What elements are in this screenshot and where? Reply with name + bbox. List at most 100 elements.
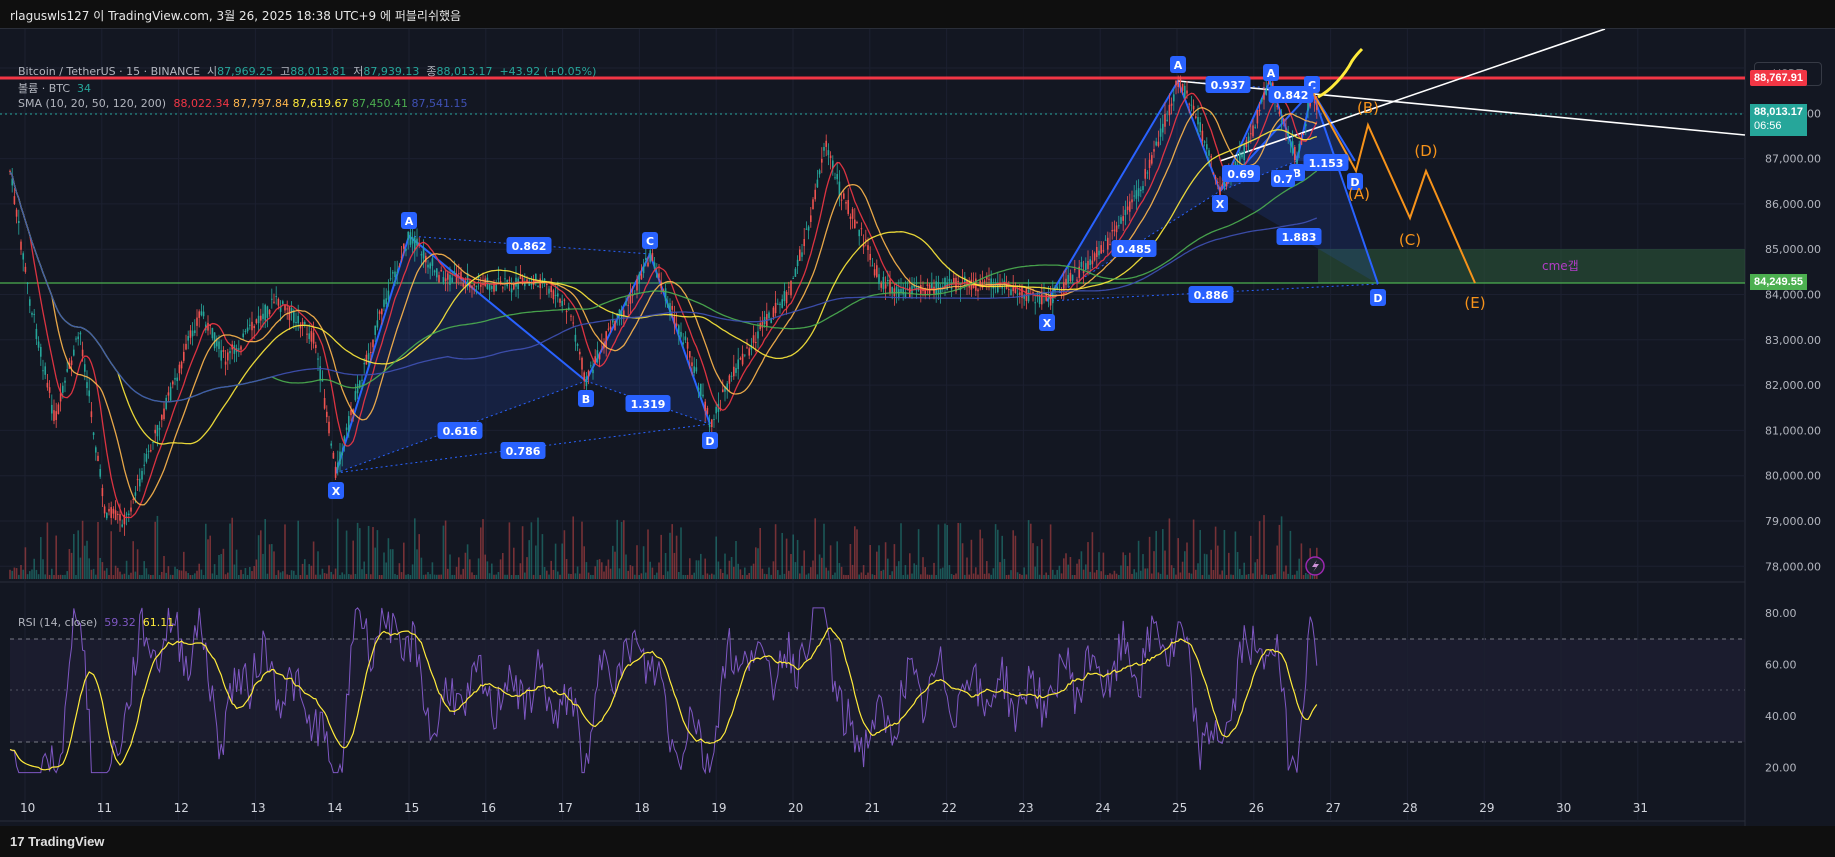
p2-ratio-2-text: 0.485	[1117, 243, 1152, 256]
time-axis-label: 18	[634, 801, 649, 815]
p3-ratio-3[interactable]	[1271, 170, 1295, 187]
price-axis-label: 86,000.00	[1765, 198, 1821, 211]
p3-ratio-1-text: 0.842	[1274, 89, 1309, 102]
p1-b-label-text: B	[582, 393, 590, 406]
p3-x-label[interactable]	[1212, 195, 1228, 212]
time-axis-label: 25	[1172, 801, 1187, 815]
chart-area[interactable]: 89,000.0088,000.0087,000.0086,000.0085,0…	[0, 28, 1835, 827]
p3-ratio-4[interactable]	[1303, 154, 1349, 171]
p1-ratio-xd-text: 0.786	[506, 445, 541, 458]
p2-a-label[interactable]	[1170, 56, 1186, 73]
p1-ratio-xb-text: 0.862	[512, 240, 547, 253]
symbol-title[interactable]: Bitcoin / TetherUS · 15 · BINANCE	[18, 65, 201, 78]
p2-a-label-text: A	[1174, 59, 1183, 72]
p3-ratio-2-text: 0.69	[1227, 168, 1254, 181]
p2-ratio-3[interactable]	[1276, 228, 1322, 245]
alert-lightning-icon[interactable]	[1305, 556, 1325, 576]
grid: 89,000.0088,000.0087,000.0086,000.0085,0…	[0, 29, 1821, 821]
current-price-value: 88,013.17	[1754, 106, 1803, 118]
time-axis-label: 27	[1326, 801, 1341, 815]
p3-a-label[interactable]	[1263, 64, 1279, 81]
p1-d-label-text: D	[705, 435, 714, 448]
p2-ratio-2[interactable]	[1111, 240, 1157, 257]
p2-ratio-1[interactable]	[1205, 76, 1251, 93]
sma-legend: SMA (10, 20, 50, 120, 200) 88,022.34 87,…	[18, 97, 467, 110]
tradingview-logo[interactable]: 17 TradingView	[10, 834, 104, 849]
p1-d-label[interactable]	[702, 432, 718, 449]
p3-d-label[interactable]	[1347, 173, 1363, 190]
cme-gap-zone[interactable]	[1318, 249, 1745, 283]
rsi-ma-value: 61.11	[142, 616, 175, 629]
symbol-legend: Bitcoin / TetherUS · 15 · BINANCE 시87,96…	[18, 63, 596, 79]
p1-a-label[interactable]	[401, 212, 417, 229]
time-axis-label: 10	[20, 801, 35, 815]
time-axis-label: 20	[788, 801, 803, 815]
p1-ratio-bd-text: 1.319	[631, 398, 666, 411]
wave-label: (C)	[1399, 231, 1421, 249]
p1-a-label-text: A	[405, 215, 414, 228]
time-axis-label: 29	[1479, 801, 1494, 815]
publish-info: rlaguswls127 이 TradingView.com, 3월 26, 2…	[10, 9, 462, 23]
wave-label: (E)	[1464, 294, 1485, 312]
time-axis-label: 28	[1402, 801, 1417, 815]
time-axis-label: 26	[1249, 801, 1264, 815]
wave-label: (A)	[1348, 185, 1370, 203]
resistance-price-tag: 88,767.91	[1750, 70, 1807, 86]
rising-trend-line[interactable]	[1219, 29, 1606, 162]
time-axis-label: 22	[942, 801, 957, 815]
candles	[9, 70, 1318, 536]
time-axis-label: 15	[404, 801, 419, 815]
wave-label: (D)	[1414, 142, 1437, 160]
p3-c-label-text: C	[1308, 79, 1316, 92]
p2-ratio-4[interactable]	[1188, 286, 1234, 303]
p1-ratio-xd[interactable]	[500, 442, 546, 459]
price-axis-label: 80,000.00	[1765, 470, 1821, 483]
time-axis-label: 21	[865, 801, 880, 815]
cme-gap-label: cme갭	[1542, 259, 1579, 273]
p1-ratio-ab[interactable]	[437, 422, 483, 439]
price-chart-canvas[interactable]: 89,000.0088,000.0087,000.0086,000.0085,0…	[0, 29, 1835, 827]
p3-d-label-text: D	[1350, 176, 1359, 189]
p1-c-label[interactable]	[642, 232, 658, 249]
footer-logo-text: TradingView	[28, 834, 105, 849]
p1-ratio-ab-text: 0.616	[443, 425, 478, 438]
low-value: 87,939.13	[363, 65, 420, 78]
p3-b-label-text: B	[1293, 167, 1301, 180]
rsi-label[interactable]: RSI (14, close)	[18, 616, 98, 629]
p1-x-label[interactable]	[328, 482, 344, 499]
elliott-wave-projection[interactable]	[1311, 90, 1476, 284]
p2-x-label-text: X	[1043, 317, 1052, 330]
sma-value-3: 87,619.67	[292, 97, 352, 110]
sma-value-1: 88,022.34	[173, 97, 234, 110]
pattern-labels: X A B C D 0.862 0.616 1.319 0.786 X A D 0.937 0.485 1.…	[328, 56, 1486, 499]
rsi-value: 59.32	[104, 616, 136, 629]
volume-label[interactable]: 볼륨 · BTC	[18, 82, 71, 95]
sma-value-4: 87,450.41	[352, 97, 412, 110]
rsi-axis-label: 60.00	[1765, 659, 1797, 672]
tv-logo-icon: 17	[10, 834, 29, 849]
p1-x-label-text: X	[332, 485, 341, 498]
close-value: 88,013.17	[436, 65, 493, 78]
p1-ratio-xb[interactable]	[506, 237, 552, 254]
sma-label[interactable]: SMA (10, 20, 50, 120, 200)	[18, 97, 167, 110]
moving-averages	[9, 92, 1318, 519]
current-price-tag: 88,013.17 06:56	[1750, 104, 1807, 136]
p1-ratio-bd[interactable]	[625, 395, 671, 412]
price-axis-label: 85,000.00	[1765, 243, 1821, 256]
rsi-axis-label: 80.00	[1765, 607, 1797, 620]
p3-ratio-1[interactable]	[1268, 86, 1314, 103]
time-axis-label: 24	[1095, 801, 1110, 815]
time-axis-label: 12	[174, 801, 189, 815]
p3-ratio-4-text: 1.153	[1309, 157, 1344, 170]
p2-x-label[interactable]	[1039, 314, 1055, 331]
p1-b-label[interactable]	[578, 390, 594, 407]
p1-c-label-text: C	[646, 235, 654, 248]
p2-ratio-4-text: 0.886	[1194, 289, 1229, 302]
p3-ratio-2[interactable]	[1222, 165, 1260, 182]
yellow-annotation-stroke[interactable]	[1317, 47, 1364, 99]
p2-d-label[interactable]	[1370, 289, 1386, 306]
time-axis-label: 17	[558, 801, 573, 815]
rsi-indicator	[9, 607, 1318, 775]
volume-bars	[9, 515, 1318, 579]
time-axis-label: 11	[97, 801, 112, 815]
